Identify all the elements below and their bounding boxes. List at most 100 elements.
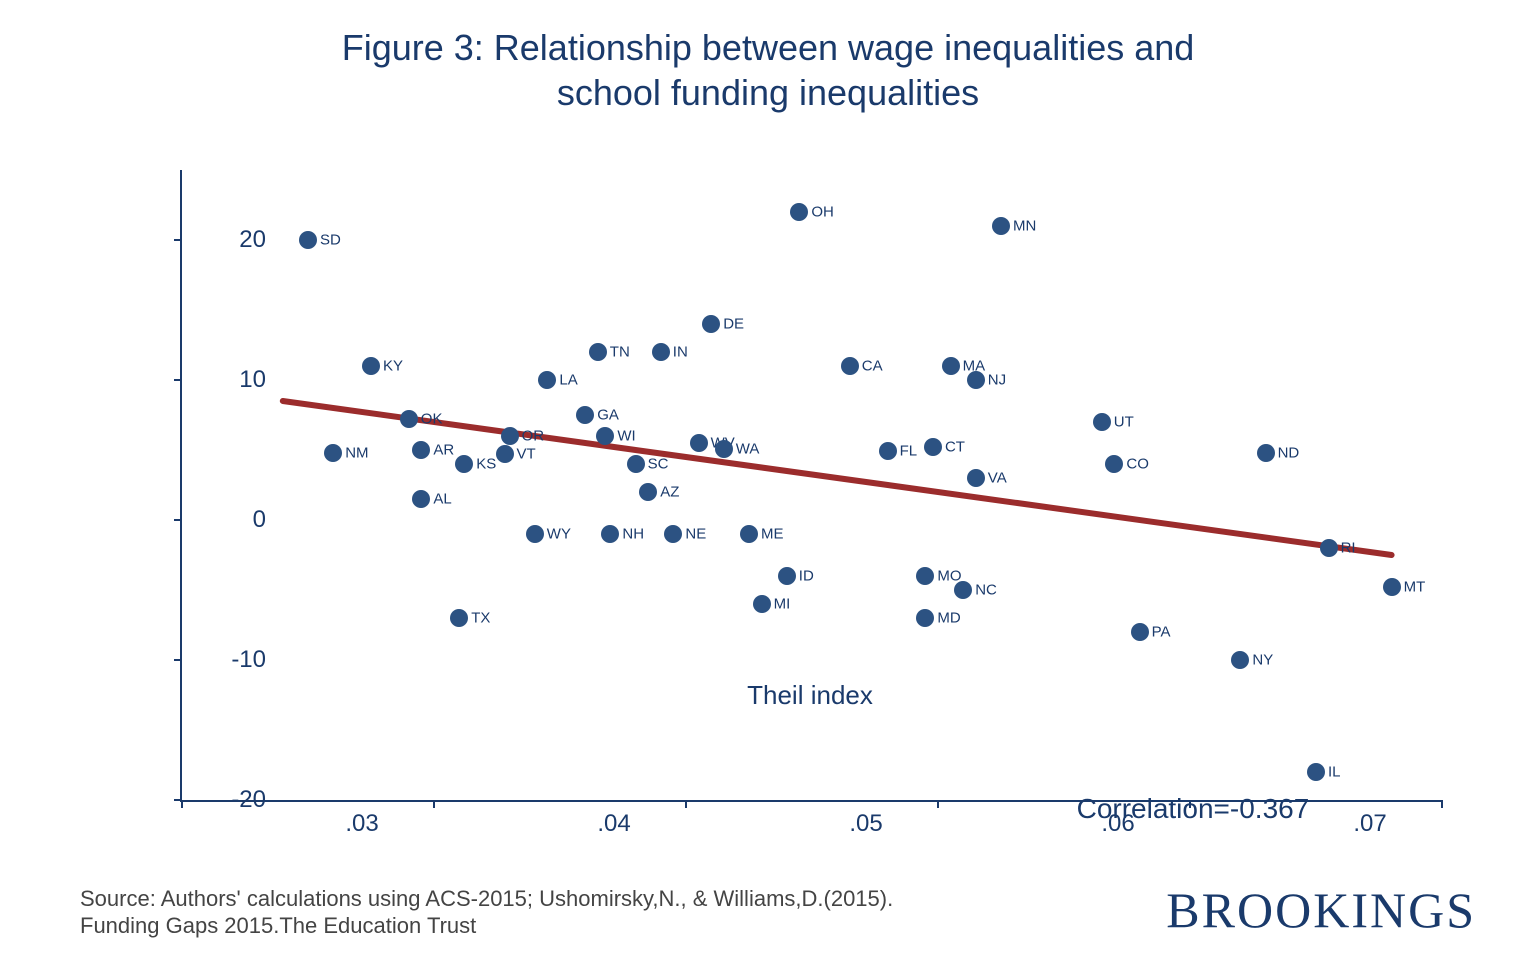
data-point [916, 609, 934, 627]
data-point [1307, 763, 1325, 781]
data-point [1093, 413, 1111, 431]
data-point-label: OH [811, 204, 834, 221]
data-point-label: OK [421, 411, 443, 428]
xtick-mark [937, 800, 939, 808]
ytick-label: -20 [186, 786, 266, 814]
ytick-label: -10 [186, 646, 266, 674]
data-point-label: TN [610, 344, 630, 361]
data-point [740, 525, 758, 543]
data-point-label: FL [900, 443, 918, 460]
data-point-label: CA [862, 358, 883, 375]
data-point-label: OR [522, 428, 545, 445]
data-point-label: CT [945, 439, 965, 456]
brookings-logo: BROOKINGS [1166, 881, 1476, 939]
data-point [412, 441, 430, 459]
data-point [753, 595, 771, 613]
data-point-label: KY [383, 358, 403, 375]
xtick-mark [181, 800, 183, 808]
data-point-label: GA [597, 407, 619, 424]
data-point-label: NY [1252, 652, 1273, 669]
data-point-label: NE [685, 526, 706, 543]
data-point-label: NH [622, 526, 644, 543]
data-point [501, 427, 519, 445]
data-point [916, 567, 934, 585]
data-point [992, 217, 1010, 235]
data-point [942, 357, 960, 375]
data-point-label: ME [761, 526, 784, 543]
data-point-label: NM [345, 444, 368, 461]
data-point [690, 434, 708, 452]
data-point [879, 442, 897, 460]
data-point-label: MN [1013, 218, 1036, 235]
data-point [1231, 651, 1249, 669]
data-point [400, 410, 418, 428]
data-point [362, 357, 380, 375]
data-point-label: MI [774, 596, 791, 613]
data-point-label: ND [1278, 444, 1300, 461]
ytick-mark [174, 659, 182, 661]
data-point-label: WA [736, 440, 760, 457]
data-point-label: IL [1328, 764, 1341, 781]
data-point [450, 609, 468, 627]
data-point [1257, 444, 1275, 462]
data-point-label: ID [799, 568, 814, 585]
data-point [538, 371, 556, 389]
xtick-mark [433, 800, 435, 808]
data-point-label: VT [517, 446, 536, 463]
xtick-label: .05 [849, 810, 882, 838]
data-point-label: MD [937, 610, 960, 627]
data-point [652, 343, 670, 361]
data-point-label: AZ [660, 484, 679, 501]
data-point [967, 469, 985, 487]
data-point-label: MT [1404, 579, 1426, 596]
xtick-mark [1441, 800, 1443, 808]
data-point-label: DE [723, 316, 744, 333]
ytick-label: 20 [186, 226, 266, 254]
data-point [324, 444, 342, 462]
data-point-label: SD [320, 232, 341, 249]
xtick-label: .04 [597, 810, 630, 838]
data-point-label: TX [471, 610, 490, 627]
data-point-label: UT [1114, 414, 1134, 431]
data-point [664, 525, 682, 543]
data-point-label: SC [648, 456, 669, 473]
data-point [596, 427, 614, 445]
ytick-label: 10 [186, 366, 266, 394]
data-point [627, 455, 645, 473]
data-point-label: AR [433, 442, 454, 459]
data-point-label: LA [559, 372, 577, 389]
data-point [954, 581, 972, 599]
data-point [967, 371, 985, 389]
xtick-mark [685, 800, 687, 808]
data-point-label: NC [975, 582, 997, 599]
data-point [1131, 623, 1149, 641]
data-point [576, 406, 594, 424]
source-text: Source: Authors' calculations using ACS-… [80, 886, 893, 939]
data-point [455, 455, 473, 473]
data-point [601, 525, 619, 543]
chart-title: Figure 3: Relationship between wage ineq… [0, 0, 1536, 115]
data-point [496, 445, 514, 463]
data-point [841, 357, 859, 375]
data-point-label: WY [547, 526, 571, 543]
data-point [715, 440, 733, 458]
data-point [412, 490, 430, 508]
data-point [790, 203, 808, 221]
data-point-label: PA [1152, 624, 1171, 641]
data-point [1320, 539, 1338, 557]
data-point-label: AL [433, 491, 451, 508]
ytick-mark [174, 519, 182, 521]
data-point-label: NJ [988, 372, 1006, 389]
ytick-mark [174, 379, 182, 381]
data-point [924, 438, 942, 456]
correlation-text: Correlation=-0.367 [1077, 793, 1310, 825]
data-point-label: CO [1126, 456, 1149, 473]
ytick-mark [174, 239, 182, 241]
ytick-label: 0 [186, 506, 266, 534]
data-point-label: RI [1341, 540, 1356, 557]
data-point-label: IN [673, 344, 688, 361]
data-point-label: KS [476, 456, 496, 473]
data-point-label: VA [988, 470, 1007, 487]
data-point [1383, 578, 1401, 596]
xtick-label: .07 [1353, 810, 1386, 838]
